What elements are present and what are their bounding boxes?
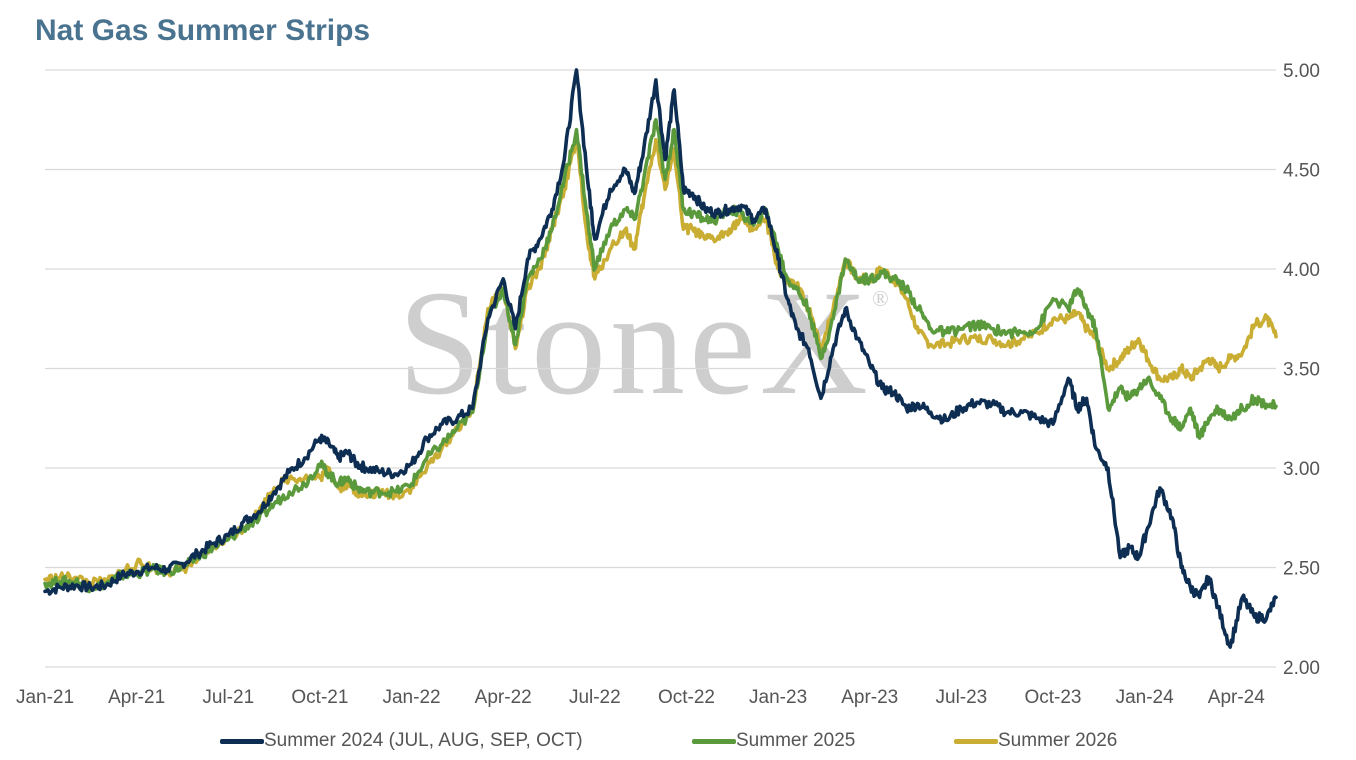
x-tick-label: Oct-21 <box>291 687 348 708</box>
y-tick-label: 2.50 <box>1283 559 1320 580</box>
x-tick-label: Jan-22 <box>382 687 440 708</box>
chart-title: Nat Gas Summer Strips <box>35 14 371 47</box>
y-tick-label: 4.50 <box>1283 161 1320 182</box>
legend-swatch <box>692 738 736 744</box>
x-tick-label: Jul-21 <box>202 687 254 708</box>
y-tick-label: 5.00 <box>1283 61 1320 82</box>
legend-label: Summer 2026 <box>998 730 1118 751</box>
y-tick-label: 3.00 <box>1283 459 1320 480</box>
x-tick-label: Apr-23 <box>841 687 898 708</box>
x-tick-label: Oct-22 <box>658 687 715 708</box>
x-tick-label: Apr-21 <box>108 687 165 708</box>
x-tick-label: Apr-24 <box>1208 687 1265 708</box>
registered-mark: ® <box>872 286 893 311</box>
legend-swatch <box>954 738 998 744</box>
series-lines <box>43 68 1278 649</box>
x-tick-label: Jan-23 <box>749 687 807 708</box>
y-tick-label: 3.50 <box>1283 360 1320 381</box>
x-tick-label: Oct-23 <box>1024 687 1081 708</box>
legend-label: Summer 2024 (JUL, AUG, SEP, OCT) <box>264 730 583 751</box>
legend-swatch <box>220 738 264 744</box>
series-line-summer-2024 <box>43 68 1278 649</box>
x-tick-label: Jul-22 <box>569 687 621 708</box>
y-tick-label: 2.00 <box>1283 658 1320 679</box>
x-tick-label: Jan-21 <box>16 687 74 708</box>
legend-item: Summer 2025 <box>692 728 855 754</box>
chart-plot: 2.00 2.50 3.00 3.50 4.00 4.50 5.00 Jan-21 Apr-2… <box>16 61 1320 708</box>
y-tick-labels: 2.00 2.50 3.00 3.50 4.00 4.50 5.00 <box>1283 61 1320 679</box>
x-tick-labels: Jan-21 Apr-21 Jul-21 Oct-21 Jan-22 Apr-22 Jul-… <box>16 687 1265 708</box>
legend-label: Summer 2025 <box>736 730 856 751</box>
legend-item: Summer 2026 <box>954 728 1117 754</box>
x-tick-label: Jan-24 <box>1116 687 1175 708</box>
y-tick-label: 4.00 <box>1283 260 1320 281</box>
x-tick-label: Apr-22 <box>475 687 532 708</box>
legend-item: Summer 2024 (JUL, AUG, SEP, OCT) <box>220 728 583 754</box>
x-tick-label: Jul-23 <box>936 687 988 708</box>
legend: Summer 2024 (JUL, AUG, SEP, OCT) Summer 2… <box>0 728 1356 754</box>
series-line-summer-2026 <box>43 137 1278 589</box>
series-line-summer-2025 <box>43 118 1278 594</box>
